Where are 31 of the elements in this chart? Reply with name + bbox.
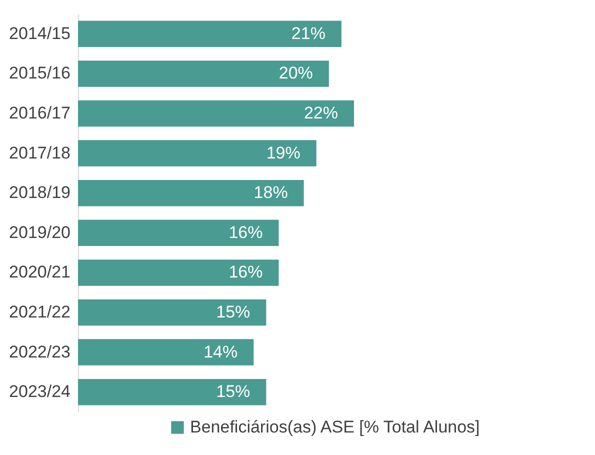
- bar: [78, 378, 266, 406]
- data-label: 19%: [266, 143, 300, 162]
- data-label: 15%: [216, 302, 250, 322]
- bar: [78, 299, 266, 326]
- data-label: 18%: [254, 183, 288, 202]
- bar: [78, 220, 279, 246]
- y-tick-label: 2015/16: [9, 64, 70, 83]
- y-tick-label: 2021/22: [9, 302, 70, 322]
- bar: [78, 100, 354, 127]
- y-tick-label: 2020/21: [9, 262, 70, 282]
- data-label: 14%: [204, 342, 238, 362]
- data-label: 16%: [228, 222, 263, 242]
- y-tick-label: 2019/20: [9, 222, 70, 242]
- data-label: 21%: [291, 24, 326, 43]
- bar: [78, 20, 342, 48]
- bar: [78, 260, 279, 286]
- y-tick-label: 2023/24: [9, 382, 70, 402]
- y-tick-label: 2017/18: [9, 143, 70, 162]
- y-tick-label: 2014/15: [9, 24, 70, 43]
- data-label: 20%: [278, 64, 313, 83]
- data-label: 15%: [216, 382, 250, 402]
- data-label: 16%: [228, 262, 263, 282]
- bar: [78, 339, 254, 366]
- bar: [78, 60, 329, 87]
- data-label: 22%: [304, 104, 338, 122]
- y-tick-label: 2018/19: [9, 183, 70, 202]
- bar: [78, 180, 304, 206]
- bar: [78, 140, 316, 166]
- y-tick-label: 2022/23: [9, 342, 70, 362]
- y-tick-label: 2016/17: [9, 104, 70, 122]
- legend-label: Beneficiários(as) ASE [% Total Alunos]: [190, 418, 480, 436]
